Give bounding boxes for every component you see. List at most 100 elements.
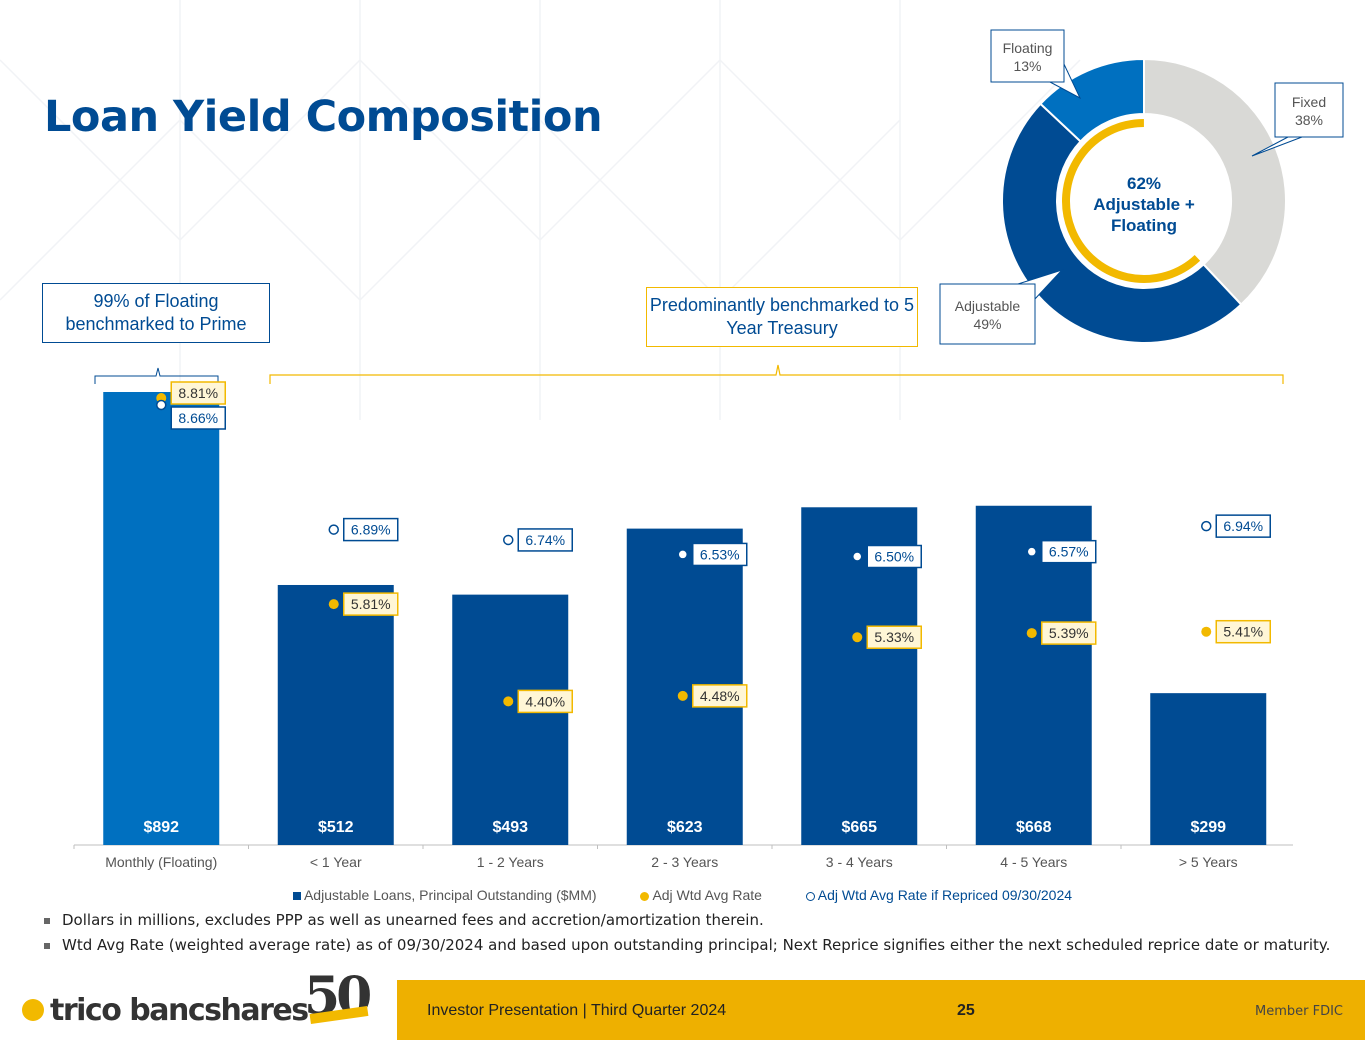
treasury-callout: Predominantly benchmarked to 5 Year Trea… — [646, 287, 918, 347]
bullet-icon — [44, 942, 50, 949]
pie-callout-box — [990, 29, 1065, 83]
bar-value-label: $512 — [318, 819, 354, 836]
bar-value-label: $493 — [492, 819, 528, 836]
rate-label: 5.39% — [1049, 625, 1089, 641]
rate-point — [677, 690, 688, 701]
legend-label: Adj Wtd Avg Rate if Repriced 09/30/2024 — [817, 887, 1073, 903]
footer-band: Investor Presentation | Third Quarter 20… — [397, 980, 1365, 1040]
rate-label-box — [343, 592, 399, 616]
rate-label: 5.33% — [874, 629, 914, 645]
background-texture — [0, 0, 1081, 420]
inner-ring-arc — [1062, 119, 1201, 283]
repriced-label: 8.66% — [178, 410, 218, 426]
pie-callout-box — [1274, 82, 1344, 138]
rate-point — [1026, 628, 1037, 639]
rate-label-box — [1215, 619, 1271, 644]
chart-legend: Adjustable Loans, Principal Outstanding … — [0, 887, 1365, 903]
rate-label: 4.48% — [700, 688, 740, 704]
x-tick-label: 1 - 2 Years — [477, 854, 544, 870]
rate-label-box — [517, 689, 573, 714]
rate-label-box — [866, 625, 922, 649]
rate-label: 8.81% — [178, 385, 218, 401]
footnote-text: Dollars in millions, excludes PPP as wel… — [62, 911, 764, 929]
presentation-title: Investor Presentation | Third Quarter 20… — [427, 1002, 727, 1019]
footnotes: Dollars in millions, excludes PPP as wel… — [44, 911, 1330, 961]
repriced-label-box — [1041, 539, 1097, 564]
repriced-label: 6.94% — [1223, 518, 1263, 534]
repriced-label-box — [866, 544, 922, 569]
rate-label: 5.41% — [1223, 624, 1263, 640]
legend-label: Adjustable Loans, Principal Outstanding … — [303, 887, 597, 903]
legend-item-repriced: Adj Wtd Avg Rate if Repriced 09/30/2024 — [805, 887, 1073, 903]
x-tick-label: Monthly (Floating) — [105, 854, 217, 870]
x-tick-label: > 5 Years — [1179, 854, 1238, 870]
pie-slice-value: 38% — [1295, 112, 1323, 128]
footnote: Dollars in millions, excludes PPP as wel… — [44, 911, 1330, 929]
rate-label-box — [170, 381, 226, 405]
callout-pointer — [1251, 136, 1303, 157]
footnote: Wtd Avg Rate (weighted average rate) as … — [44, 936, 1330, 954]
page-title: Loan Yield Composition — [44, 92, 603, 142]
rate-label-box — [692, 684, 748, 708]
treasury-bracket — [269, 364, 1284, 384]
repriced-point — [328, 524, 339, 535]
repriced-label-box — [517, 528, 573, 552]
legend-item-rate: Adj Wtd Avg Rate — [640, 887, 762, 903]
rate-label: 4.40% — [525, 693, 565, 709]
legend-ring-icon — [805, 891, 815, 901]
donut-center-label: Floating — [1111, 216, 1177, 235]
repriced-point — [156, 399, 167, 411]
bar-value-label: $892 — [143, 819, 179, 836]
donut-center-label: 62% — [1127, 174, 1161, 193]
pie-slice-label: Adjustable — [955, 298, 1021, 314]
repriced-label-box — [170, 406, 226, 430]
repriced-label-box — [1215, 514, 1271, 538]
pie-slice-label: Floating — [1003, 40, 1053, 56]
bar-value-label: $299 — [1190, 819, 1226, 836]
rate-point — [1201, 626, 1212, 637]
bar-value-label: $668 — [1016, 819, 1052, 836]
bar-value-label: $623 — [667, 819, 703, 836]
bullet-icon — [44, 917, 50, 924]
footnote-text: Wtd Avg Rate (weighted average rate) as … — [62, 936, 1331, 954]
anniversary-badge: 50 — [300, 966, 380, 1038]
repriced-point — [503, 534, 514, 546]
pie-slice-label: Fixed — [1292, 94, 1326, 110]
repriced-point — [677, 549, 688, 560]
x-tick-label: 3 - 4 Years — [826, 854, 893, 870]
footer: trico bancshares 50 Investor Presentatio… — [0, 966, 1365, 1040]
repriced-label: 6.57% — [1049, 544, 1089, 560]
pie-slice-value: 13% — [1013, 58, 1041, 74]
bar — [277, 584, 394, 845]
loan-yield-chart: $892 Monthly (Floating) 8.81% 8.66% $512 < 1 … — [73, 29, 1344, 870]
repriced-point — [1201, 520, 1212, 532]
rate-label: 5.81% — [351, 596, 391, 612]
repriced-label: 6.53% — [700, 546, 740, 562]
brand-name: trico bancshares — [50, 992, 309, 1028]
legend-label: Adj Wtd Avg Rate — [652, 887, 762, 903]
x-tick-label: 4 - 5 Years — [1000, 854, 1067, 870]
repriced-label: 6.50% — [874, 549, 914, 565]
pie-callout-box — [939, 283, 1036, 345]
repriced-label-box — [692, 542, 748, 567]
legend-dot-icon — [640, 891, 650, 901]
floating-bracket — [94, 367, 219, 384]
bar — [1150, 693, 1267, 845]
pie-slice-value: 49% — [973, 316, 1001, 332]
brand-logo: trico bancshares — [22, 980, 309, 1040]
legend-item-principal: Adjustable Loans, Principal Outstanding … — [292, 887, 597, 903]
repriced-label-box — [343, 517, 399, 542]
floating-callout: 99% of Floating benchmarked to Prime — [42, 283, 270, 343]
bar-value-label: $665 — [841, 819, 877, 836]
bar — [103, 392, 220, 845]
repriced-label: 6.74% — [525, 532, 565, 548]
rate-point — [328, 599, 339, 610]
repriced-point — [852, 551, 863, 562]
x-tick-label: 2 - 3 Years — [651, 854, 718, 870]
rate-point — [852, 632, 863, 643]
page-number: 25 — [957, 1002, 975, 1019]
repriced-point — [1026, 546, 1037, 557]
pie-slice — [1000, 102, 1243, 345]
pie-slice — [1143, 57, 1288, 306]
fdic-label: Member FDIC — [1254, 1004, 1343, 1019]
